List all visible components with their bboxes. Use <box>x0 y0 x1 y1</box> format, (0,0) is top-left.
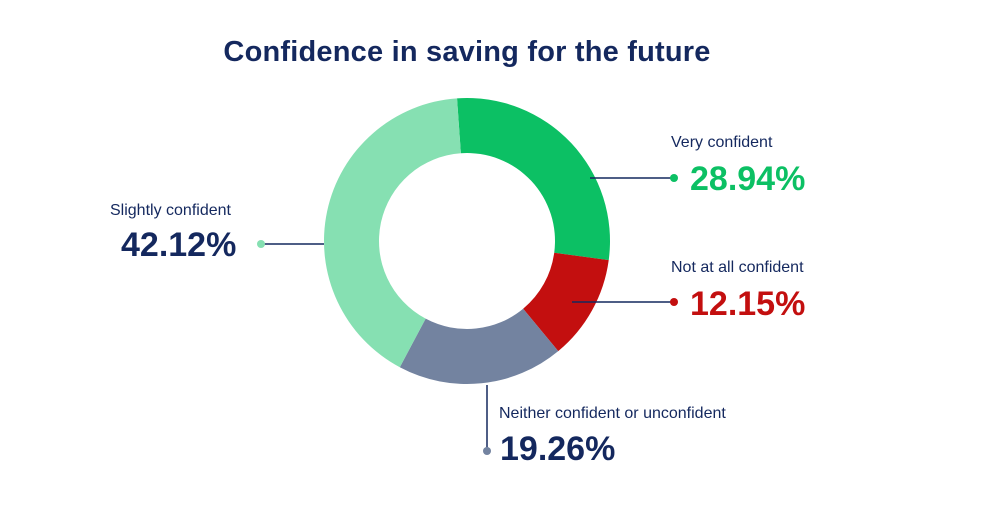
chart-title: Confidence in saving for the future <box>223 36 711 68</box>
slice-label-not-at-all-confident: Not at all confident <box>671 259 804 276</box>
leader-dot-neither-confident-or-unconfident <box>483 447 491 455</box>
slice-value-very-confident: 28.94% <box>690 160 806 198</box>
slice-label-neither: Neither confident or unconfident <box>499 405 726 422</box>
slice-value-not-at-all-confident: 12.15% <box>690 285 806 323</box>
slice-not-at-all-confident <box>523 252 609 352</box>
slice-neither-confident-or-unconfident <box>399 308 559 384</box>
slice-very-confident <box>457 98 610 261</box>
slice-slightly-confident <box>323 98 461 368</box>
slice-label-very-confident: Very confident <box>671 134 773 151</box>
slice-value-neither: 19.26% <box>500 430 616 468</box>
slice-label-slightly-confident: Slightly confident <box>110 202 231 219</box>
slice-value-slightly-confident: 42.12% <box>121 226 237 264</box>
leader-dot-slightly-confident <box>257 240 265 248</box>
leader-dot-not-at-all-confident <box>670 298 678 306</box>
leader-dot-very-confident <box>670 174 678 182</box>
